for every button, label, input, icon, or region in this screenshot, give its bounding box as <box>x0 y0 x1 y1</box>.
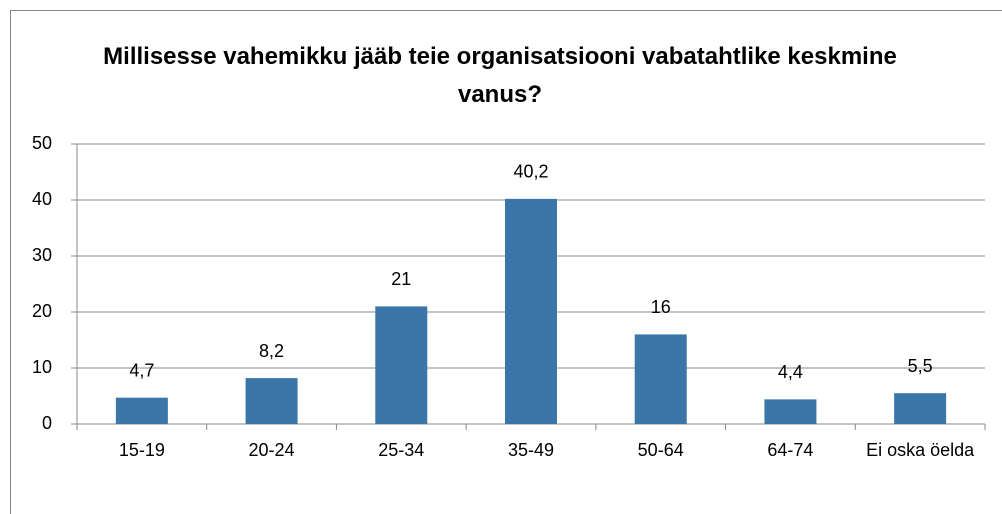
x-tick-label: 20-24 <box>248 440 295 460</box>
x-tick-label: 15-19 <box>118 440 165 460</box>
bar <box>115 397 168 424</box>
bar <box>505 198 557 424</box>
y-tick-label: 10 <box>32 357 52 377</box>
x-tick-label: 35-49 <box>507 440 555 460</box>
data-label: 40,2 <box>513 162 548 182</box>
data-label: 4,7 <box>129 360 154 380</box>
data-label: 16 <box>651 297 671 317</box>
data-label: 5,5 <box>908 356 933 376</box>
y-tick-label: 50 <box>32 133 52 153</box>
y-tick-label: 20 <box>32 301 52 321</box>
data-label: 4,4 <box>778 362 803 382</box>
data-label: 21 <box>391 269 411 289</box>
x-tick-label: 64-74 <box>767 440 814 460</box>
x-tick-label: 50-64 <box>637 440 684 460</box>
bar <box>245 378 298 424</box>
bar <box>894 393 947 424</box>
y-tick-label: 0 <box>42 413 52 433</box>
y-tick-label: 30 <box>32 245 52 265</box>
chart-border <box>10 10 1002 514</box>
x-tick-label: Ei oska öelda <box>866 440 975 460</box>
x-tick-label: 25-34 <box>378 440 425 460</box>
data-label: 8,2 <box>259 341 284 361</box>
bar <box>764 399 817 424</box>
bar <box>634 334 687 424</box>
bar <box>375 306 428 424</box>
chart-title: Millisesse vahemikku jääb teie organisat… <box>103 43 897 108</box>
y-tick-label: 40 <box>32 189 52 209</box>
